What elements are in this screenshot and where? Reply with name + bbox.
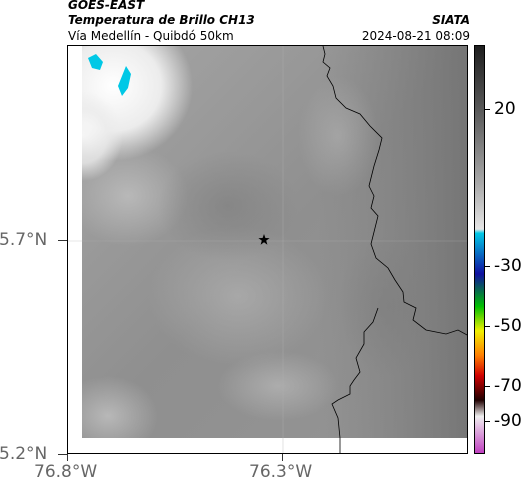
lat-label-5-7: 5.7°N: [0, 230, 48, 250]
lat-label-5-2: 5.2°N: [0, 444, 48, 464]
colorbar-tick: [485, 109, 490, 110]
map-image: [68, 46, 467, 453]
cold-cloud-core: [88, 54, 103, 70]
location-label: Vía Medellín - Quibdó 50km: [68, 29, 234, 43]
lat-tick: [58, 454, 67, 455]
colorbar-label-minus-90: -90: [494, 411, 522, 431]
colorbar-label-minus-70: -70: [494, 376, 522, 396]
colorbar-tick: [485, 326, 490, 327]
colorbar-tick: [485, 386, 490, 387]
organization-label: SIATA: [432, 13, 470, 27]
satellite-title: GOES-EAST: [68, 0, 145, 12]
colorbar: [474, 45, 485, 454]
timestamp: 2024-08-21 08:09: [361, 29, 470, 43]
star-icon: [258, 234, 270, 245]
department-border: [322, 46, 467, 336]
colorbar-label-20: 20: [494, 99, 516, 119]
cold-cloud-core: [118, 66, 131, 96]
lon-label-76-8: 76.8°W: [34, 462, 98, 482]
satellite-map: [67, 45, 468, 454]
lon-label-76-3: 76.3°W: [249, 462, 313, 482]
colorbar-tick: [485, 266, 490, 267]
colorbar-label-minus-30: -30: [494, 256, 522, 276]
department-border: [331, 307, 379, 453]
colorbar-tick: [485, 421, 490, 422]
lon-tick: [282, 454, 283, 461]
lat-tick: [58, 240, 67, 241]
lon-tick: [67, 454, 68, 461]
product-title: Temperatura de Brillo CH13: [68, 13, 255, 27]
colorbar-label-minus-50: -50: [494, 316, 522, 336]
